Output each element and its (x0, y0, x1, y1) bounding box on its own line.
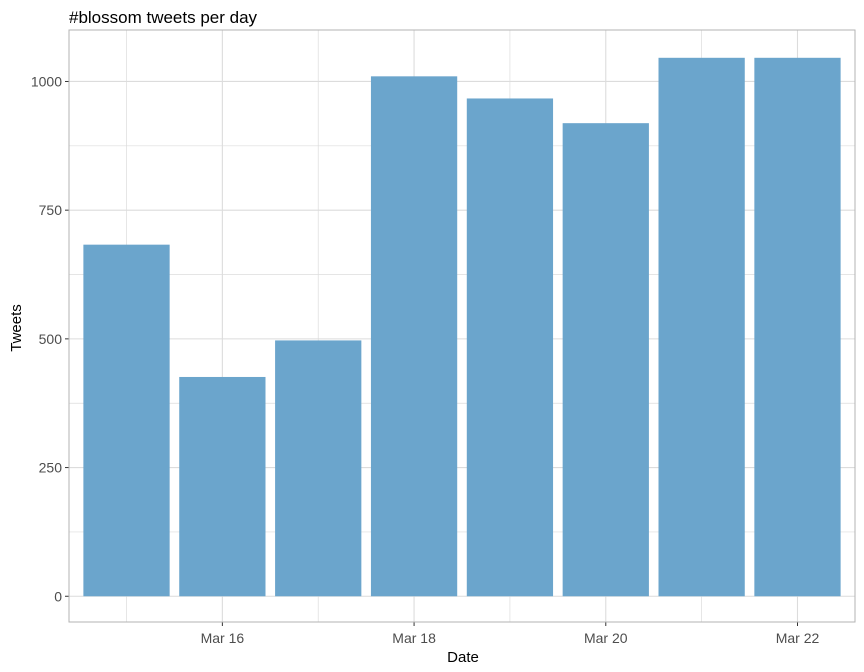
y-tick-label: 250 (39, 460, 63, 476)
x-tick-label: Mar 18 (392, 630, 436, 646)
bar-mar-16 (179, 376, 266, 597)
bars (83, 57, 841, 597)
bar-mar-20 (562, 123, 649, 597)
y-tick-label: 0 (54, 588, 62, 604)
bar-mar-17 (275, 340, 362, 597)
panel-border (68, 29, 856, 623)
x-tick-label: Mar 20 (584, 630, 628, 646)
bar-mar-19 (466, 98, 554, 597)
bar-mar-21 (658, 57, 745, 597)
x-axis-title: Date (447, 649, 479, 666)
y-tick-label: 750 (39, 202, 63, 218)
y-axis-title: Tweets (8, 304, 25, 352)
bar-mar-22 (754, 57, 841, 597)
chart-title: #blossom tweets per day (69, 8, 258, 27)
x-tick-label: Mar 22 (776, 630, 820, 646)
y-tick-label: 1000 (31, 73, 62, 89)
bar-mar-15 (83, 244, 170, 597)
bar-mar-18 (370, 76, 458, 597)
y-tick-label: 500 (39, 331, 63, 347)
x-tick-label: Mar 16 (201, 630, 245, 646)
